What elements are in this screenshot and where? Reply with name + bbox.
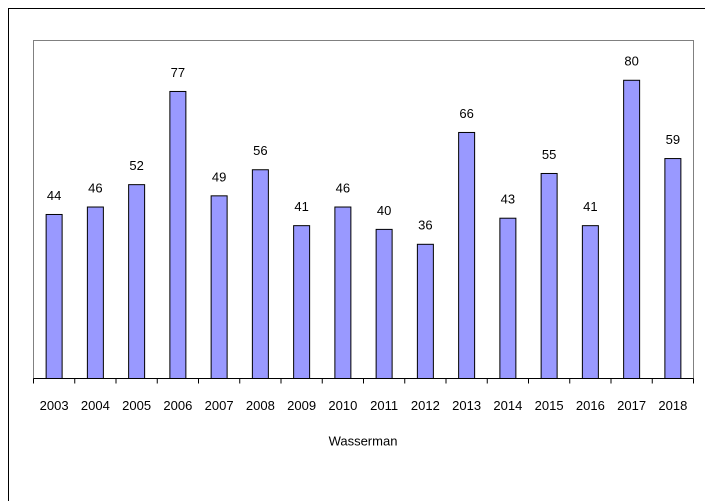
bar bbox=[334, 206, 352, 379]
x-axis-label: Wasserman bbox=[329, 433, 398, 448]
bar bbox=[128, 184, 146, 379]
x-tick-label: 2004 bbox=[81, 398, 110, 413]
value-label: 43 bbox=[501, 192, 515, 207]
x-tick-label: 2007 bbox=[205, 398, 234, 413]
bar bbox=[169, 90, 187, 379]
bar bbox=[375, 228, 393, 379]
bar bbox=[623, 79, 641, 380]
bar bbox=[664, 158, 682, 379]
value-label: 52 bbox=[129, 158, 143, 173]
x-tick-label: 2018 bbox=[658, 398, 687, 413]
bar bbox=[416, 243, 434, 379]
x-tick-label: 2014 bbox=[493, 398, 522, 413]
value-label: 36 bbox=[418, 218, 432, 233]
value-label: 56 bbox=[253, 143, 267, 158]
x-tick-label: 2011 bbox=[370, 398, 398, 413]
value-label: 66 bbox=[459, 106, 473, 121]
value-label: 46 bbox=[88, 180, 102, 195]
x-tick-label: 2015 bbox=[535, 398, 564, 413]
x-tick-label: 2017 bbox=[617, 398, 646, 413]
x-tick-label: 2006 bbox=[163, 398, 192, 413]
bar bbox=[251, 169, 269, 379]
bar bbox=[86, 206, 104, 379]
bar bbox=[581, 225, 599, 379]
value-label: 55 bbox=[542, 147, 556, 162]
bar bbox=[540, 172, 558, 379]
bar bbox=[45, 213, 63, 379]
x-tick-label: 2005 bbox=[122, 398, 151, 413]
value-label: 40 bbox=[377, 203, 391, 218]
x-tick-label: 2010 bbox=[328, 398, 357, 413]
x-tick-label: 2013 bbox=[452, 398, 481, 413]
x-tick-label: 2003 bbox=[40, 398, 69, 413]
value-label: 41 bbox=[294, 199, 308, 214]
value-label: 49 bbox=[212, 169, 226, 184]
value-label: 80 bbox=[624, 54, 638, 69]
x-tick-label: 2012 bbox=[411, 398, 440, 413]
value-label: 44 bbox=[47, 188, 61, 203]
bar bbox=[293, 225, 311, 379]
bar bbox=[458, 131, 476, 379]
value-label: 41 bbox=[583, 199, 597, 214]
value-label: 59 bbox=[666, 132, 680, 147]
x-tick-label: 2008 bbox=[246, 398, 275, 413]
x-tick-label: 2009 bbox=[287, 398, 316, 413]
x-tick-label: 2016 bbox=[576, 398, 605, 413]
value-label: 77 bbox=[171, 65, 185, 80]
value-label: 46 bbox=[336, 180, 350, 195]
bar bbox=[499, 217, 517, 379]
bar bbox=[210, 195, 228, 379]
